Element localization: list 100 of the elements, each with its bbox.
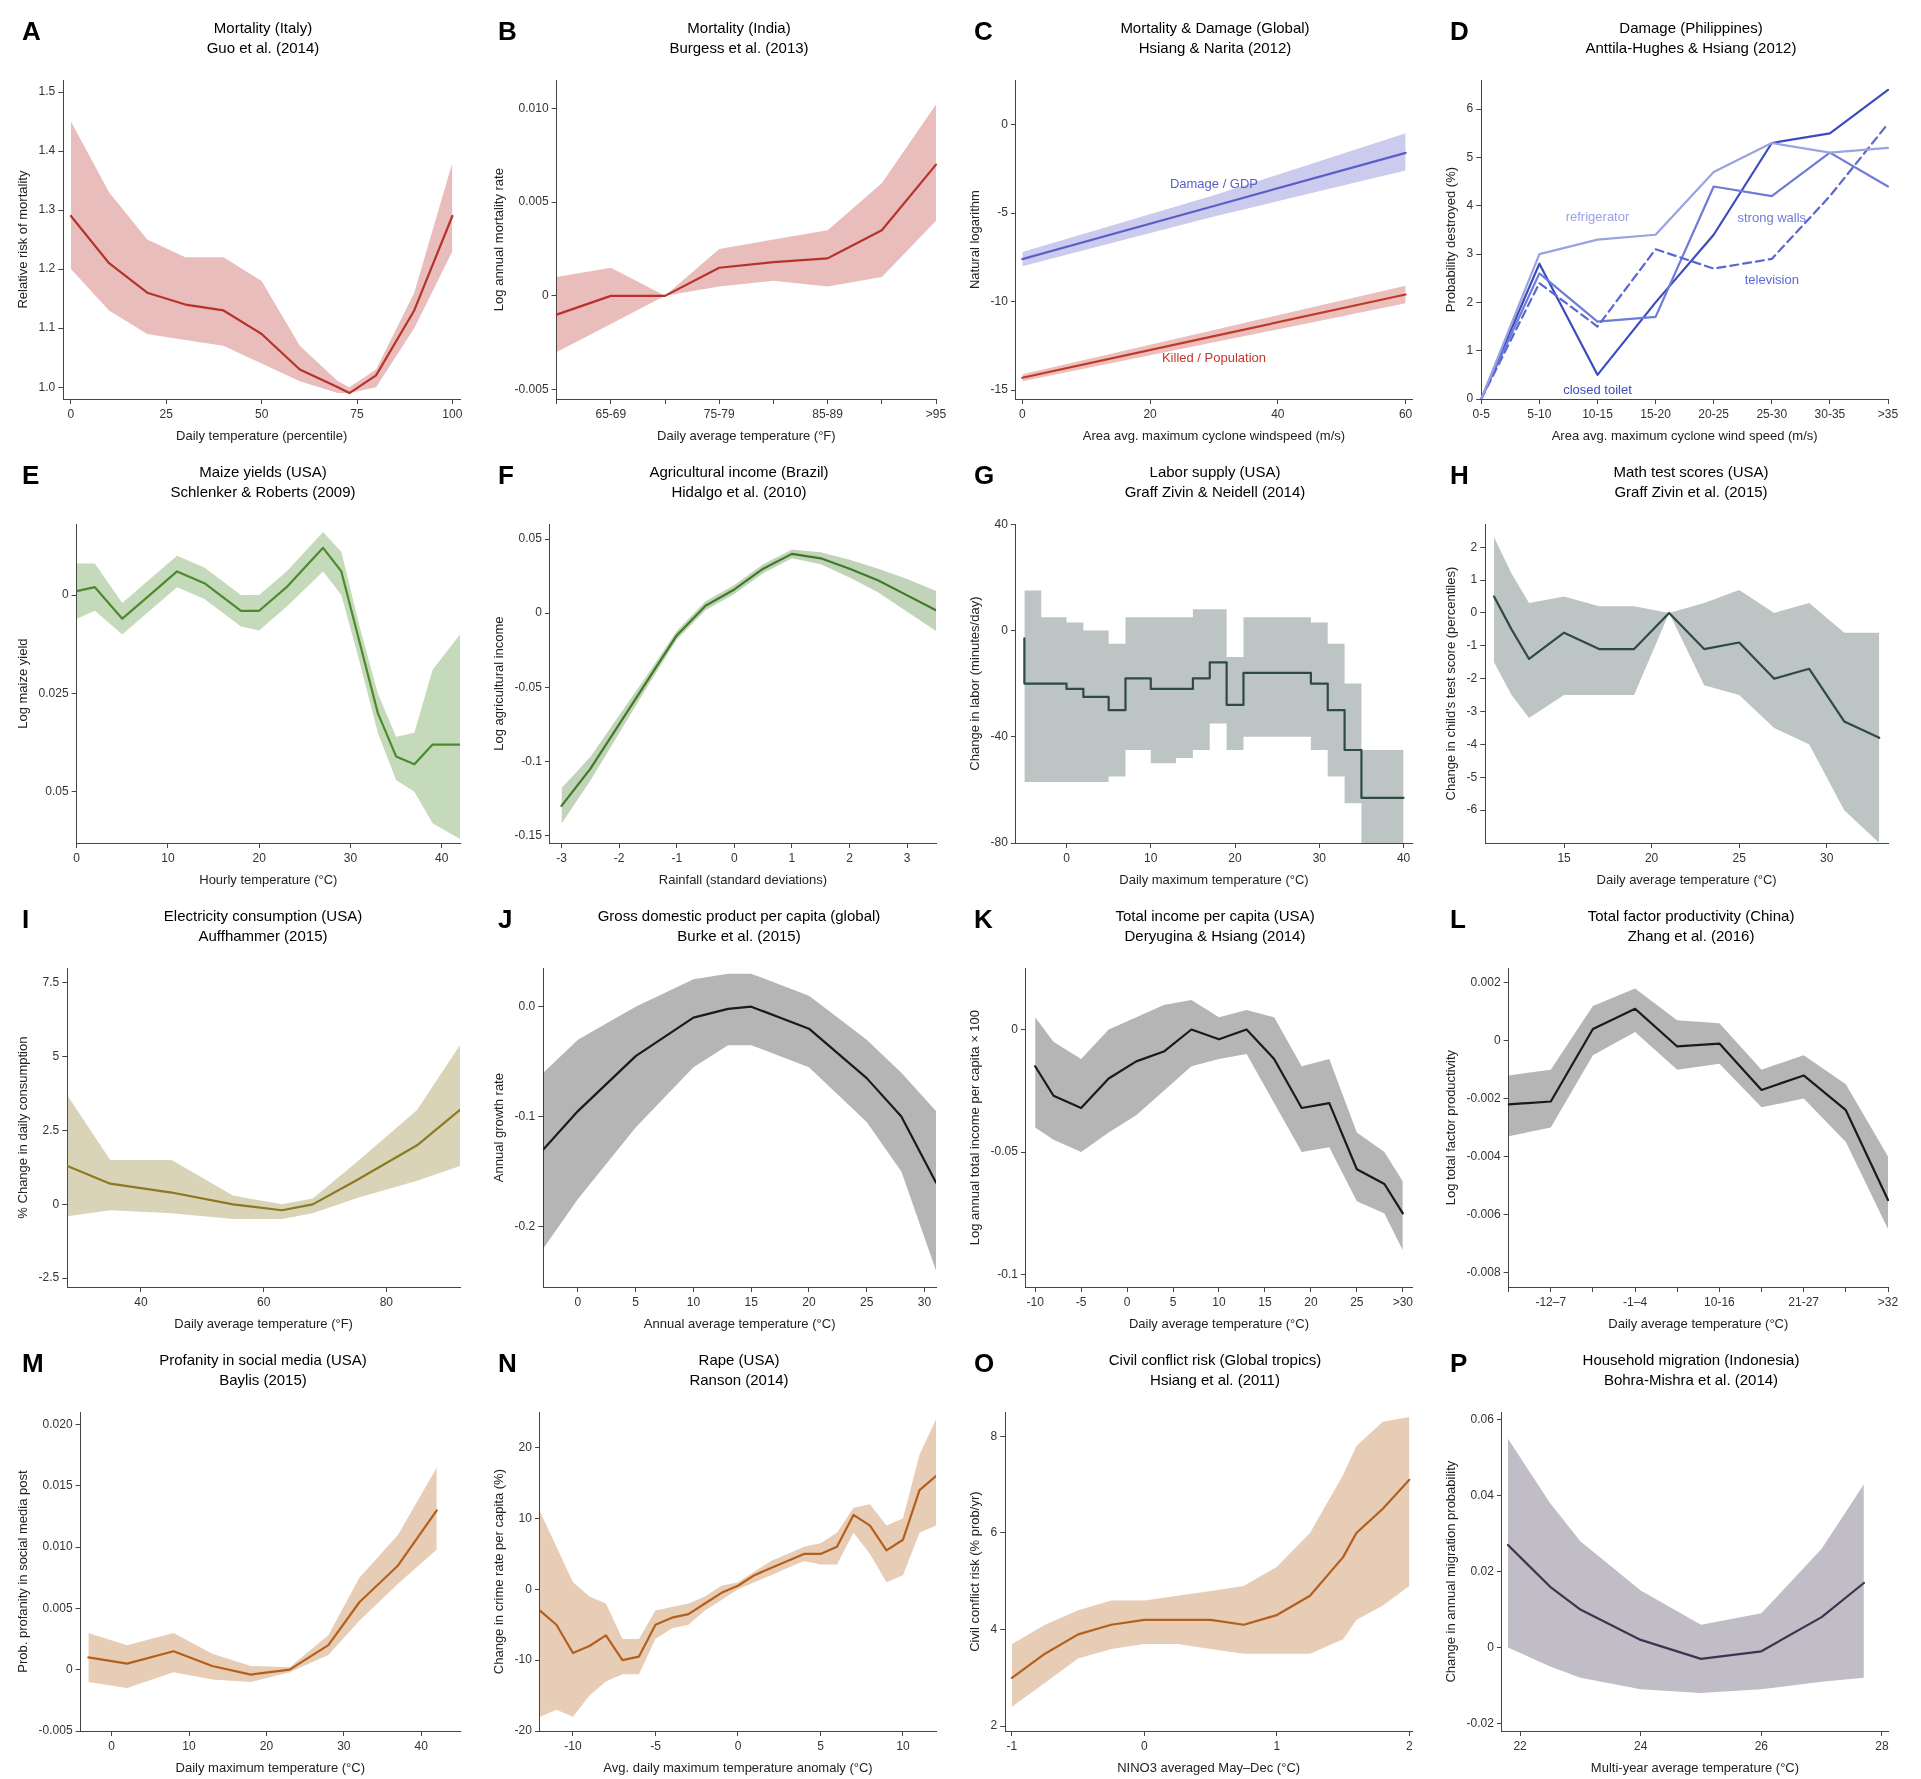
chart-subtitle: Graff Zivin & Neidell (2014) xyxy=(1123,482,1307,502)
x-tick-label: 30-35 xyxy=(1814,406,1846,421)
x-tick-label: 10-16 xyxy=(1704,1294,1736,1309)
x-tick-label: 2 xyxy=(846,850,854,865)
y-axis-title: Relative risk of mortality xyxy=(15,170,31,309)
y-tick-label: 0.005 xyxy=(42,1600,73,1615)
y-tick-label: 1 xyxy=(1470,572,1478,587)
y-tick-label: 8 xyxy=(990,1428,998,1443)
x-tick-label: -5 xyxy=(650,1738,662,1753)
y-axis-title: Prob. profanity in social media post xyxy=(15,1470,31,1673)
x-axis-title: Daily average temperature (°C) xyxy=(1128,1315,1309,1331)
x-tick-label: -12–7 xyxy=(1535,1294,1567,1309)
chart-title: Labor supply (USA) xyxy=(1148,462,1282,482)
y-tick-label: 0.05 xyxy=(45,784,69,799)
x-tick-label: -10 xyxy=(564,1738,582,1753)
x-axis-title: Annual average temperature (°C) xyxy=(643,1315,836,1331)
y-tick-label: 0.05 xyxy=(518,531,543,546)
y-tick-label: -0.1 xyxy=(514,1108,536,1123)
y-tick-label: -1 xyxy=(1466,638,1478,653)
x-axis-title: Daily average temperature (°C) xyxy=(1608,1315,1789,1331)
y-tick-label: 20 xyxy=(518,1439,533,1454)
y-axis-title: Annual growth rate xyxy=(491,1073,507,1183)
y-tick-label: 0 xyxy=(1011,1021,1019,1036)
y-tick-label: 7.5 xyxy=(42,975,60,990)
x-tick-label: 0 xyxy=(1141,1738,1149,1753)
y-tick-label: 1.2 xyxy=(38,261,56,276)
chart-title: Total income per capita (USA) xyxy=(1114,906,1316,926)
x-tick-label: 0 xyxy=(574,1294,582,1309)
x-tick-label: 10 xyxy=(1144,850,1158,865)
text: B xyxy=(498,16,517,47)
y-tick-label: 10 xyxy=(518,1510,533,1525)
y-axis-title: Natural logarithm xyxy=(967,190,983,290)
x-tick-label: -2 xyxy=(613,850,625,865)
x-tick-label: 65-69 xyxy=(595,406,627,421)
y-tick-label: -15 xyxy=(990,382,1009,397)
x-axis-title: Hourly temperature (°C) xyxy=(199,871,338,887)
y-axis-title: Log agricultural income xyxy=(491,616,507,751)
x-axis-title: Daily maximum temperature (°C) xyxy=(175,1759,366,1775)
x-tick-label: 15 xyxy=(744,1294,759,1309)
x-tick-label: 20 xyxy=(1143,406,1158,421)
y-tick-label: 0.002 xyxy=(1470,975,1501,989)
chart-title: Mortality (India) xyxy=(686,18,792,38)
x-tick-label: 85-89 xyxy=(812,406,844,421)
chart-title: Household migration (Indonesia) xyxy=(1581,1350,1801,1370)
y-tick-label: -5 xyxy=(1466,769,1478,784)
series-label: Killed / Population xyxy=(1161,349,1267,365)
chart-subtitle: Schlenker & Roberts (2009) xyxy=(169,482,357,502)
text: G xyxy=(974,460,995,491)
x-axis-title: Multi-year average temperature (°C) xyxy=(1590,1759,1800,1775)
x-tick-label: -1 xyxy=(671,850,683,865)
x-tick-label: -10 xyxy=(1026,1294,1045,1309)
x-tick-label: 75-79 xyxy=(703,406,735,421)
text: N xyxy=(498,1348,517,1379)
y-tick-label: -2 xyxy=(1466,670,1478,685)
y-tick-label: 0 xyxy=(1001,116,1009,131)
text: E xyxy=(22,460,40,491)
x-tick-label: 20 xyxy=(252,850,267,865)
chart-subtitle: Burgess et al. (2013) xyxy=(668,38,810,58)
chart-subtitle: Hsiang & Narita (2012) xyxy=(1137,38,1293,58)
y-tick-label: 0 xyxy=(61,587,69,602)
y-tick-label: 1.0 xyxy=(38,379,56,394)
x-tick-label: 5-10 xyxy=(1527,406,1552,421)
x-tick-label: 0 xyxy=(1063,850,1071,865)
x-tick-label: 100 xyxy=(442,406,463,421)
text: H xyxy=(1450,460,1469,491)
x-tick-label: 0 xyxy=(730,850,738,865)
y-tick-label: 4 xyxy=(990,1621,998,1636)
y-tick-label: 0 xyxy=(541,288,549,303)
text: O xyxy=(974,1348,995,1379)
y-tick-label: 0 xyxy=(1493,1032,1501,1047)
y-tick-label: 1 xyxy=(1466,343,1474,358)
x-tick-label: -1–4 xyxy=(1623,1294,1648,1309)
x-tick-label: 0-5 xyxy=(1472,406,1491,421)
x-tick-label: 5 xyxy=(632,1294,640,1309)
x-tick-label: 30 xyxy=(343,850,358,865)
x-tick-label: 50 xyxy=(254,406,269,421)
y-tick-label: 1.5 xyxy=(38,84,56,99)
y-tick-label: -5 xyxy=(997,205,1009,220)
y-tick-label: 1.3 xyxy=(38,202,56,217)
x-tick-label: >95 xyxy=(925,406,947,421)
y-tick-label: 40 xyxy=(994,516,1009,531)
y-tick-label: -0.2 xyxy=(514,1218,536,1233)
x-tick-label: 10 xyxy=(161,850,175,865)
x-axis-title: Area avg. maximum cyclone wind speed (m/s) xyxy=(1551,427,1818,443)
y-tick-label: 0.005 xyxy=(518,194,549,209)
y-tick-label: 0.06 xyxy=(1470,1412,1495,1427)
chart-title: Profanity in social media (USA) xyxy=(158,1350,368,1370)
x-tick-label: 15-20 xyxy=(1640,406,1672,421)
chart-title: Rape (USA) xyxy=(697,1350,781,1370)
y-axis-title: Change in crime rate per capita (%) xyxy=(491,1469,507,1675)
y-tick-label: 1.1 xyxy=(38,320,56,335)
y-tick-label: -80 xyxy=(990,835,1009,850)
x-tick-label: 25 xyxy=(159,406,174,421)
y-tick-label: 1.4 xyxy=(38,143,56,158)
y-axis-title: Log total factor productivity xyxy=(1443,1049,1459,1206)
y-tick-label: 0 xyxy=(525,1581,533,1596)
x-axis-title: Area avg. maximum cyclone windspeed (m/s) xyxy=(1082,427,1346,443)
x-tick-label: 0 xyxy=(1123,1294,1131,1309)
x-tick-label: 40 xyxy=(1396,850,1411,865)
x-tick-label: 10 xyxy=(1212,1294,1226,1309)
